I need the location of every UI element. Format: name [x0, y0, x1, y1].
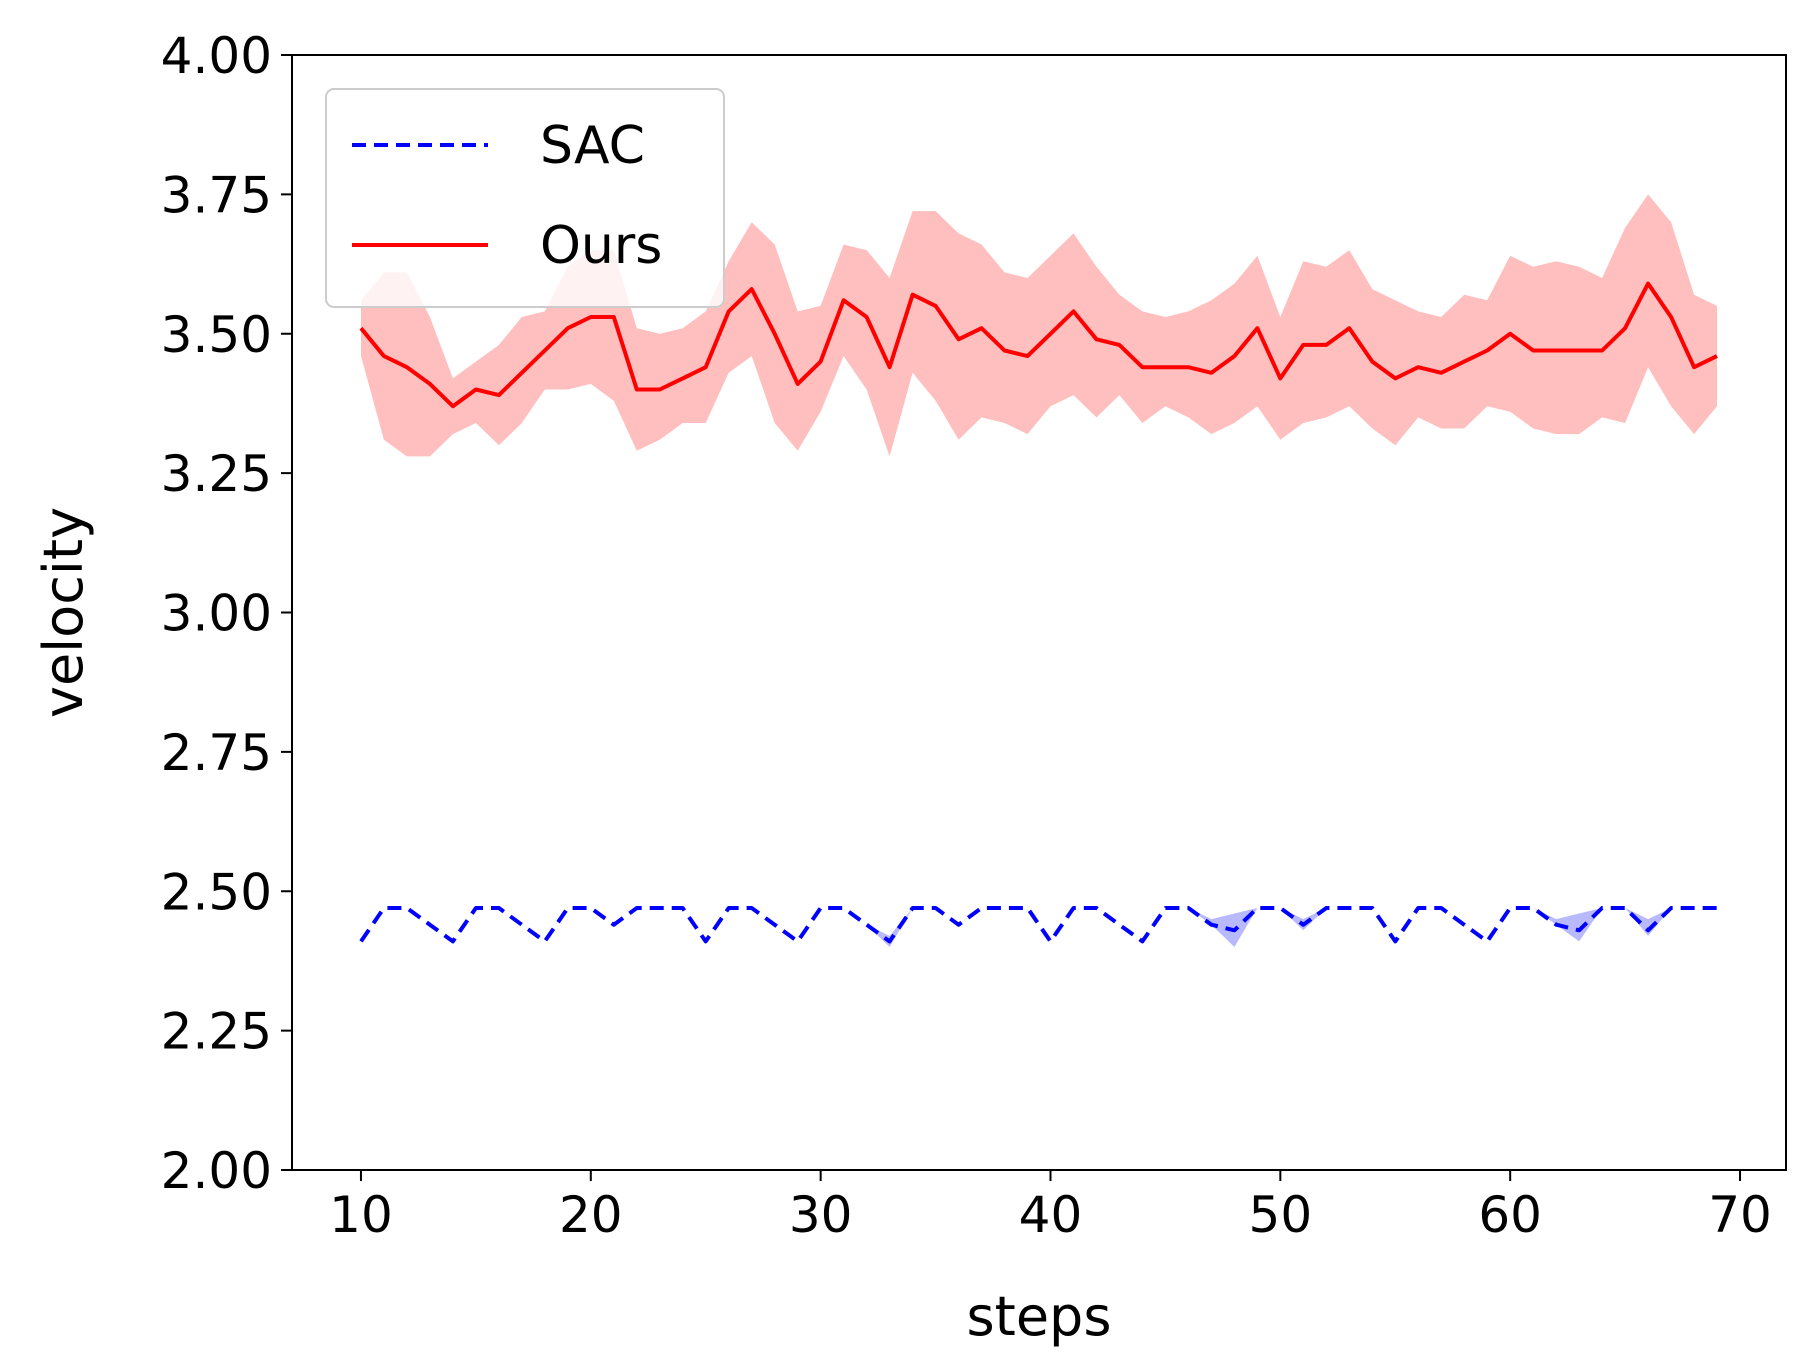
y-axis-label: velocity: [32, 507, 95, 718]
y-tick-label: 3.00: [161, 585, 272, 643]
confidence-bands: [361, 194, 1717, 947]
band-ours: [361, 194, 1717, 457]
x-tick-label: 60: [1478, 1186, 1542, 1244]
y-tick-label: 2.00: [161, 1142, 272, 1200]
y-tick-label: 3.75: [161, 166, 272, 224]
series-line-ours: [359, 281, 1718, 409]
x-tick-label: 10: [329, 1186, 393, 1244]
x-axis-ticks: 10 20 30 40 50 60 70: [329, 1170, 1772, 1244]
x-tick-label: 30: [789, 1186, 853, 1244]
y-axis-ticks: 2.00 2.25 2.50 2.75 3.00 3.25 3.50 3.75 4.00: [161, 27, 292, 1200]
x-tick-label: 40: [1019, 1186, 1083, 1244]
x-axis-label: steps: [967, 1285, 1112, 1348]
legend-label-sac: SAC: [540, 116, 645, 176]
y-tick-label: 2.25: [161, 1003, 272, 1061]
x-tick-label: 20: [559, 1186, 623, 1244]
legend: SAC Ours: [325, 88, 725, 308]
legend-box: [325, 88, 725, 308]
x-tick-label: 50: [1249, 1186, 1313, 1244]
x-tick-label: 70: [1708, 1186, 1772, 1244]
y-tick-label: 3.50: [161, 306, 272, 364]
y-tick-label: 4.00: [161, 27, 272, 85]
series-line-sac: [359, 906, 1717, 944]
y-tick-label: 3.25: [161, 445, 272, 503]
legend-label-ours: Ours: [540, 216, 662, 276]
y-tick-label: 2.75: [161, 724, 272, 782]
y-tick-label: 2.50: [161, 863, 272, 921]
series-lines: [359, 281, 1718, 944]
